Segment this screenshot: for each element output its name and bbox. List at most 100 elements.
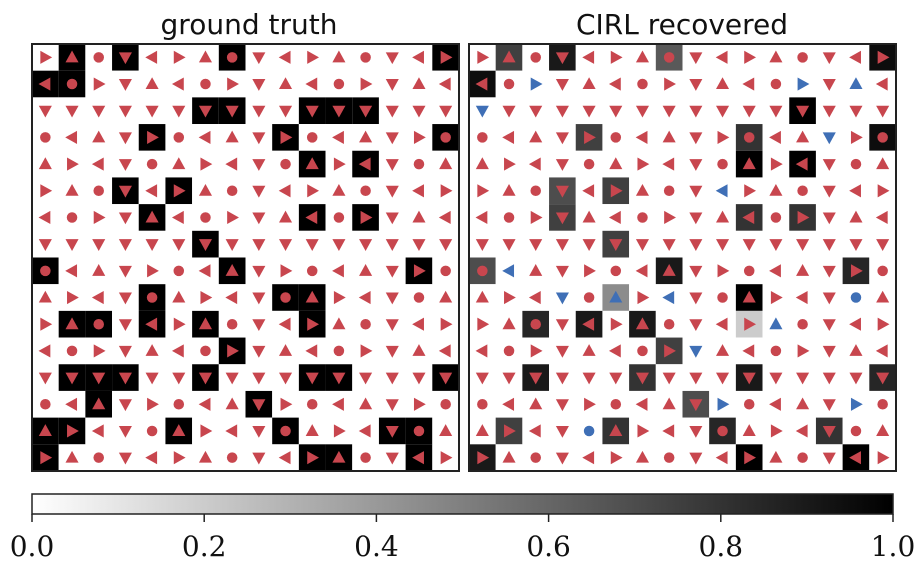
marker-left <box>849 184 861 198</box>
marker-up <box>849 77 863 90</box>
marker-up <box>92 130 106 143</box>
marker-left <box>65 397 78 411</box>
marker-down <box>118 132 132 145</box>
marker-circle <box>413 425 425 437</box>
marker-right <box>877 317 890 331</box>
marker-circle <box>306 399 318 410</box>
marker-left <box>635 264 648 278</box>
marker-down <box>689 52 703 65</box>
marker-down <box>582 372 596 385</box>
marker-left <box>332 397 344 411</box>
marker-down <box>359 105 373 118</box>
marker-up <box>278 77 293 90</box>
marker-left <box>475 344 488 358</box>
marker-down <box>555 132 569 145</box>
marker-circle <box>200 345 211 357</box>
marker-left <box>171 344 184 358</box>
marker-right <box>413 130 426 144</box>
panel-border <box>31 43 460 472</box>
marker-up <box>796 397 810 410</box>
marker-down <box>769 372 783 385</box>
marker-right <box>877 451 890 465</box>
marker-circle <box>717 158 728 170</box>
marker-left <box>332 130 344 144</box>
marker-down <box>769 105 783 118</box>
marker-down <box>118 79 132 91</box>
marker-right <box>877 184 890 198</box>
marker-down <box>849 239 863 251</box>
marker-down <box>332 105 346 118</box>
marker-down <box>822 212 836 225</box>
marker-down <box>876 239 890 251</box>
marker-right <box>200 290 213 305</box>
marker-down <box>252 159 266 171</box>
marker-right <box>40 50 53 64</box>
marker-left <box>875 77 888 91</box>
marker-down <box>529 239 543 251</box>
marker-down <box>92 372 106 385</box>
marker-circle <box>226 318 238 330</box>
marker-up <box>715 344 730 356</box>
marker-left <box>358 157 371 171</box>
marker-down <box>65 105 79 118</box>
marker-right <box>770 424 783 438</box>
marker-left <box>278 184 291 198</box>
marker-up <box>92 397 106 410</box>
marker-down <box>385 399 399 412</box>
marker-left <box>145 451 158 465</box>
marker-circle <box>610 265 622 277</box>
marker-left <box>742 210 755 225</box>
marker-down <box>502 105 516 118</box>
marker-right <box>717 130 730 144</box>
marker-circle <box>797 185 808 197</box>
marker-down <box>198 105 213 118</box>
marker-down <box>305 372 319 385</box>
colorbar-tick-label: 0.2 <box>182 530 227 563</box>
marker-circle <box>743 399 755 410</box>
marker-circle <box>663 52 675 63</box>
marker-left <box>198 264 211 278</box>
marker-left <box>412 50 424 64</box>
marker-right <box>797 210 810 225</box>
marker-left <box>742 344 755 358</box>
marker-up <box>439 424 453 436</box>
marker-circle <box>743 265 755 277</box>
marker-down <box>252 239 266 251</box>
marker-down <box>385 79 399 91</box>
marker-circle <box>797 318 808 330</box>
marker-up <box>145 210 159 223</box>
marker-circle <box>770 345 782 357</box>
marker-up <box>412 77 426 90</box>
chart-title-ground-truth: ground truth <box>161 8 338 41</box>
marker-down <box>555 452 569 465</box>
marker-down <box>555 345 569 358</box>
marker-right <box>504 290 516 305</box>
marker-left <box>849 50 861 64</box>
marker-right <box>227 344 239 358</box>
marker-down <box>385 292 399 305</box>
marker-left <box>38 344 51 358</box>
marker-down <box>529 105 543 118</box>
marker-down <box>305 105 319 118</box>
marker-down <box>385 452 399 465</box>
marker-down <box>118 399 132 412</box>
marker-down <box>715 372 730 385</box>
marker-up <box>796 264 810 276</box>
marker-up <box>305 424 319 436</box>
marker-up <box>742 157 756 170</box>
marker-down <box>822 452 836 465</box>
marker-down <box>38 239 52 251</box>
marker-circle <box>40 132 51 143</box>
marker-down <box>172 239 186 251</box>
marker-circle <box>770 78 782 90</box>
marker-up <box>145 77 159 90</box>
marker-down <box>332 372 346 385</box>
marker-circle <box>663 452 675 463</box>
marker-right <box>307 451 320 465</box>
marker-down <box>385 105 399 118</box>
marker-left <box>65 264 78 278</box>
marker-down <box>385 185 399 198</box>
marker-down <box>145 239 159 251</box>
marker-down <box>609 372 623 385</box>
marker-circle <box>200 212 211 223</box>
